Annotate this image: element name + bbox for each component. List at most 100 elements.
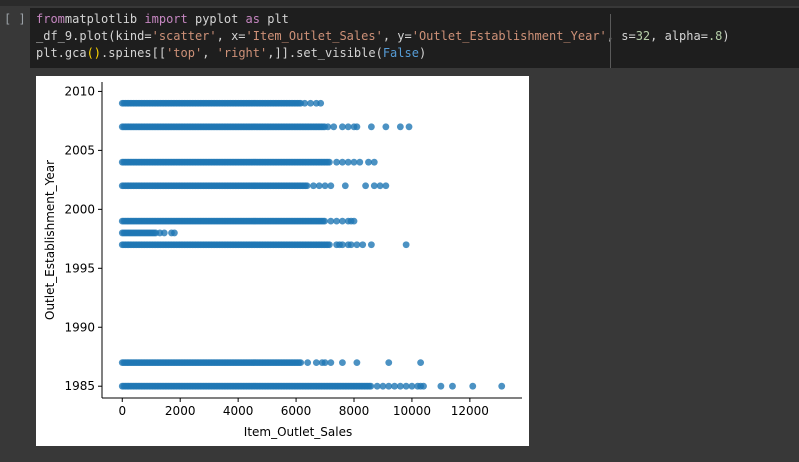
scatter-point (367, 382, 375, 390)
code-token: import (144, 12, 188, 26)
scatter-point (304, 359, 312, 367)
x-tick-label: 10000 (393, 404, 431, 418)
scatter-point (321, 359, 329, 367)
scatter-point (376, 182, 384, 190)
scatter-point (327, 217, 335, 225)
scatter-point (385, 382, 393, 390)
code-token: () (86, 46, 102, 60)
scatter-plot-output: 0 2000 4000 6000 8000 10000 12000 1985 1990 1995 2… (36, 76, 529, 446)
scatter-point (420, 382, 427, 390)
scatter-point (498, 382, 506, 390)
scatter-point (344, 123, 352, 131)
x-tick-label: 2000 (165, 404, 196, 418)
x-tick-label: 6000 (281, 404, 312, 418)
code-token: .8 (707, 29, 723, 43)
scatter-point (437, 382, 445, 390)
cell-execution-count[interactable]: [ ] (4, 12, 26, 26)
code-token: plt.gca (36, 46, 87, 60)
scatter-point (405, 123, 413, 131)
scatter-point (321, 182, 329, 190)
x-tick-label: 8000 (339, 404, 370, 418)
y-tick-label: 2010 (64, 84, 95, 98)
code-token: _df_9.plot(kind= (36, 29, 152, 43)
scatter-point (339, 158, 346, 166)
y-axis-label: Outlet_Establishment_Year (43, 160, 57, 320)
scatter-point (370, 158, 378, 166)
code-token: 'Item_Outlet_Sales' (245, 29, 383, 43)
editor-ruler (610, 14, 611, 68)
scatter-point (339, 217, 346, 225)
scatter-point (396, 382, 404, 390)
code-token: .spines[[ (101, 46, 167, 60)
scatter-point (339, 123, 346, 131)
scatter-point (382, 182, 390, 190)
scatter-point (353, 123, 361, 131)
code-token: False (382, 46, 419, 60)
code-token: ) (722, 29, 730, 43)
scatter-point (353, 359, 361, 367)
scatter-point (333, 158, 341, 166)
scatter-point (402, 241, 410, 249)
code-token: , y= (382, 29, 412, 43)
scatter-point (171, 229, 178, 237)
scatter-point (367, 123, 375, 131)
code-cell-editor[interactable]: frommatplotlib import pyplot as plt _df_… (30, 8, 799, 68)
code-line-2[interactable]: _df_9.plot(kind='scatter', x='Item_Outle… (36, 29, 730, 43)
code-line-3[interactable]: plt.gca().spines[['top', 'right',]].set_… (36, 46, 426, 60)
scatter-point (391, 382, 398, 390)
y-tick-label: 2000 (64, 202, 95, 216)
scatter-point (339, 359, 346, 367)
x-tick-label: 12000 (451, 404, 489, 418)
code-token: plt (260, 12, 289, 26)
scatter-point (385, 359, 393, 367)
code-token: 'top' (166, 46, 203, 60)
code-token: as (245, 12, 260, 26)
scatter-point (317, 99, 325, 107)
scatter-point (408, 382, 416, 390)
scatter-point (469, 382, 477, 390)
code-token: , x= (216, 29, 246, 43)
code-token: , s= (606, 29, 636, 43)
scatter-point (297, 359, 305, 367)
scatter-point (325, 241, 333, 249)
scatter-point (382, 123, 390, 131)
scatter-point (333, 217, 341, 225)
code-token: 'scatter' (151, 29, 217, 43)
scatter-point (347, 241, 355, 249)
scatter-point (370, 182, 378, 190)
code-line-1[interactable]: frommatplotlib import pyplot as plt (36, 12, 289, 26)
scatter-point (344, 158, 352, 166)
scatter-point (321, 217, 328, 225)
code-token: , (202, 46, 217, 60)
scatter-point (402, 382, 410, 390)
x-axis-label: Item_Outlet_Sales (244, 425, 352, 439)
code-token: ,]].set_visible( (267, 46, 383, 60)
scatter-point (327, 359, 335, 367)
scatter-point (417, 359, 425, 367)
scatter-point (307, 99, 314, 107)
scatter-point (367, 241, 375, 249)
code-token: from (36, 12, 65, 26)
scatter-point (315, 182, 323, 190)
code-token: matplotlib (64, 12, 145, 26)
scatter-point (359, 241, 367, 249)
scatter-point (312, 359, 320, 367)
x-tick-label: 0 (118, 404, 126, 418)
scatter-points (118, 99, 506, 390)
scatter-chart-svg: 0 2000 4000 6000 8000 10000 12000 1985 1990 1995 2… (43, 82, 522, 439)
scatter-point (327, 182, 335, 190)
scatter-point (350, 158, 358, 166)
scatter-point (379, 382, 387, 390)
scatter-point (362, 182, 369, 190)
scatter-point (303, 182, 311, 190)
y-tick-label: 1985 (64, 379, 95, 393)
scatter-point (324, 123, 332, 131)
code-token: 'Outlet_Establishment_Year' (411, 29, 607, 43)
scatter-point (353, 241, 361, 249)
scatter-point (396, 123, 404, 131)
code-token: 'right' (216, 46, 268, 60)
scatter-point (339, 241, 346, 249)
y-tick-label: 2005 (64, 143, 95, 157)
code-token: , alpha= (650, 29, 708, 43)
code-token: pyplot (187, 12, 246, 26)
